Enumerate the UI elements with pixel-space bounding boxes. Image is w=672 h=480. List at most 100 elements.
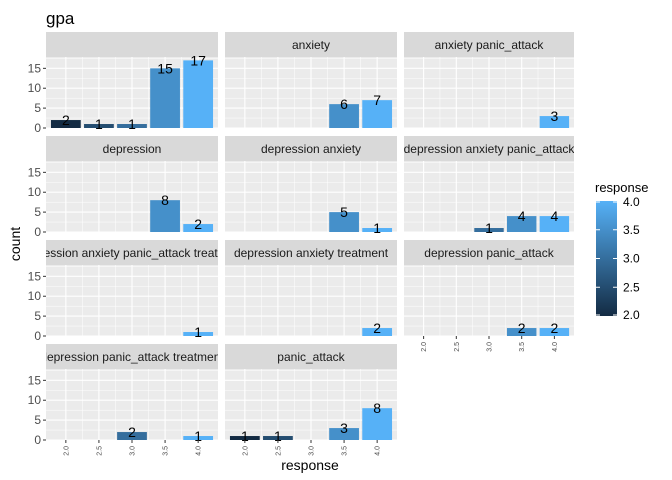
y-tick-label: 0 — [34, 433, 41, 447]
bar-count-label: 5 — [340, 204, 348, 220]
bar-count-label: 2 — [128, 424, 136, 440]
y-tick-label: 0 — [34, 329, 41, 343]
bar-count-label: 1 — [95, 116, 103, 132]
facet-panel: anxiety panic_attack 3 — [404, 32, 574, 129]
bar — [183, 224, 214, 232]
x-tick-label: 3.5 — [342, 446, 349, 456]
bar — [84, 124, 114, 128]
facet-strip — [46, 32, 218, 57]
y-tick-label: 5 — [34, 309, 41, 323]
legend-tick-label: 3.0 — [623, 252, 640, 266]
facet-strip — [225, 136, 397, 161]
bar-count-label: 1 — [194, 324, 202, 340]
facet-strip-label: depression anxiety panic_attack treatmen… — [20, 246, 245, 260]
bar-count-label: 1 — [128, 116, 136, 132]
bar-count-label: 2 — [550, 320, 558, 336]
y-tick-label: 10 — [28, 289, 42, 303]
bar — [362, 100, 393, 128]
facet-strip-label: depression panic_attack — [424, 246, 554, 260]
bar — [117, 124, 147, 128]
bar-count-label: 2 — [518, 320, 526, 336]
facet-strip-label: depression anxiety treatment — [234, 246, 389, 260]
facet-panel: depression anxiety panic_attack treatmen… — [20, 240, 245, 343]
legend-colorbar — [596, 201, 617, 316]
facet-strip — [225, 240, 397, 265]
bar — [329, 212, 359, 232]
facet-panel: panic_attack 1 1 3 8 2.0 2.5 3.0 3.5 4.0 — [225, 344, 397, 456]
facet-strip — [404, 32, 574, 57]
bar — [50, 120, 81, 128]
facet-strip — [225, 344, 397, 369]
facet-panel: depression anxiety 5 1 — [225, 136, 397, 236]
y-tick-label: 15 — [28, 269, 42, 283]
bar-count-label: 1 — [241, 428, 249, 444]
bar — [263, 436, 293, 440]
bar-count-label: 15 — [157, 60, 173, 76]
y-tick-label: 5 — [34, 413, 41, 427]
x-tick-label: 2.0 — [242, 446, 249, 456]
bar — [229, 436, 260, 440]
y-tick-label: 0 — [34, 121, 41, 135]
legend-tick-label: 4.0 — [623, 195, 640, 209]
x-tick-label: 2.5 — [96, 446, 103, 456]
facet-strip — [225, 32, 397, 57]
bar-count-label: 7 — [373, 92, 381, 108]
y-tick-label: 10 — [28, 81, 42, 95]
facet-strip-label: panic_attack — [277, 350, 345, 364]
bar — [362, 408, 393, 440]
y-tick-label: 10 — [28, 393, 42, 407]
y-tick-label: 15 — [28, 373, 42, 387]
legend-title: response — [595, 180, 648, 195]
bar-count-label: 1 — [274, 428, 282, 444]
bar — [506, 328, 537, 336]
bar — [329, 428, 359, 440]
y-tick-label: 5 — [34, 205, 41, 219]
x-tick-label: 3.0 — [487, 342, 494, 352]
bar — [539, 328, 570, 336]
facet-strip — [404, 240, 574, 265]
y-tick-label: 0 — [34, 225, 41, 239]
bar-count-label: 2 — [62, 112, 70, 128]
facet-panel: depression anxiety panic_attack 1 4 4 — [404, 136, 574, 236]
bar-count-label: 1 — [194, 428, 202, 444]
facet-strip-label: depression anxiety — [261, 142, 361, 156]
facet-strip — [46, 240, 218, 265]
bar — [539, 116, 570, 128]
bar-count-label: 2 — [194, 216, 202, 232]
bar — [506, 216, 537, 232]
x-tick-label: 2.0 — [421, 342, 428, 352]
x-tick-label: 2.5 — [454, 342, 461, 352]
facet-strip-label: anxiety panic_attack — [435, 38, 545, 52]
legend-tick-label: 2.5 — [623, 280, 640, 294]
bar-count-label: 4 — [550, 208, 558, 224]
y-tick-label: 10 — [28, 185, 42, 199]
bar — [539, 216, 570, 232]
bar — [150, 68, 180, 128]
facet-strip-label: anxiety — [292, 38, 330, 52]
facet-panel: depression panic_attack 2 2 2.0 2.5 3.0 3.5 4.0 — [404, 240, 574, 352]
plot-title: gpa — [46, 9, 75, 28]
bar-count-label: 8 — [373, 400, 381, 416]
x-tick-label: 3.5 — [519, 342, 526, 352]
legend-tick-label: 3.5 — [623, 223, 640, 237]
x-tick-label: 2.0 — [63, 446, 70, 456]
x-tick-label: 4.0 — [552, 342, 559, 352]
x-tick-label: 3.5 — [163, 446, 170, 456]
bar — [329, 104, 359, 128]
y-tick-label: 5 — [34, 101, 41, 115]
y-axis-title: count — [7, 227, 23, 261]
x-tick-label: 4.0 — [375, 446, 382, 456]
y-tick-label: 15 — [28, 61, 42, 75]
bar-count-label: 1 — [485, 220, 493, 236]
bar — [362, 228, 393, 232]
facet-panel: depression 8 2 0 5 10 15 — [28, 136, 218, 239]
legend-tick-label: 2.0 — [623, 308, 640, 322]
bar-count-label: 8 — [161, 192, 169, 208]
bar — [117, 432, 147, 440]
bar — [150, 200, 180, 232]
bar-count-label: 17 — [190, 52, 206, 68]
facet-panel: 2 1 1 15 17 0 5 10 15 — [28, 32, 218, 135]
x-tick-label: 4.0 — [196, 446, 203, 456]
